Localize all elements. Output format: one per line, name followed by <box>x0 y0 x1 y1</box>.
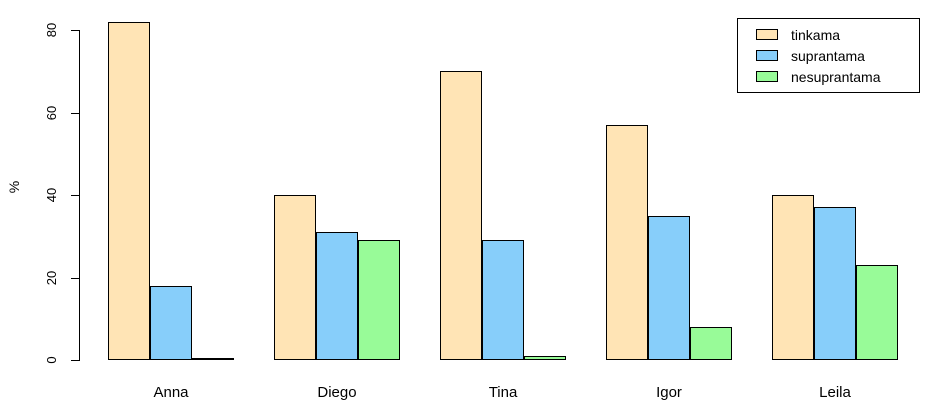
bar-tinkama <box>108 22 150 360</box>
bar-group <box>440 71 566 360</box>
legend-swatch <box>756 29 778 40</box>
x-category-label: Anna <box>153 384 189 401</box>
legend-item: suprantama <box>756 48 919 64</box>
y-tick-label: 80 <box>44 22 59 38</box>
x-category-label: Igor <box>656 384 682 401</box>
bar-suprantama <box>316 232 358 360</box>
bar-nesuprantama <box>524 356 566 360</box>
y-axis-tick <box>71 360 79 361</box>
legend-swatch <box>756 71 778 82</box>
bar-nesuprantama <box>856 265 898 360</box>
bar-tinkama <box>606 125 648 360</box>
y-axis-tick <box>71 112 79 114</box>
y-axis-tick <box>71 195 79 196</box>
bar-group <box>606 125 732 360</box>
legend-swatch <box>756 50 778 61</box>
bar-tinkama <box>274 195 316 360</box>
y-axis-line <box>79 30 80 361</box>
bar-group <box>108 22 234 360</box>
bar-tinkama <box>772 195 814 360</box>
y-axis-tick <box>71 30 79 31</box>
x-category-label: Diego <box>317 384 357 401</box>
y-tick-label: 20 <box>44 270 59 285</box>
y-tick-label: 0 <box>44 356 59 364</box>
x-category-label: Leila <box>819 384 851 401</box>
bar-suprantama <box>150 286 192 360</box>
y-axis-label: % <box>6 180 22 194</box>
y-axis-tick <box>71 277 79 279</box>
legend-label: suprantama <box>791 47 865 64</box>
bar-group <box>274 195 400 360</box>
bar-group <box>772 195 898 360</box>
bar-suprantama <box>482 240 524 360</box>
legend-label: nesuprantama <box>791 68 881 85</box>
legend-label: tinkama <box>791 26 841 43</box>
bar-nesuprantama <box>192 358 234 360</box>
bar-nesuprantama <box>358 240 400 360</box>
bar-tinkama <box>440 71 482 360</box>
legend-item: tinkama <box>756 27 919 43</box>
bar-suprantama <box>814 207 856 360</box>
legend-item: nesuprantama <box>756 69 919 85</box>
bar-suprantama <box>648 216 690 360</box>
bar-nesuprantama <box>690 327 732 360</box>
y-tick-label: 40 <box>44 187 59 203</box>
x-category-label: Tina <box>488 384 518 401</box>
legend: tinkama suprantama nesuprantama <box>737 18 920 93</box>
y-tick-label: 60 <box>44 105 59 120</box>
